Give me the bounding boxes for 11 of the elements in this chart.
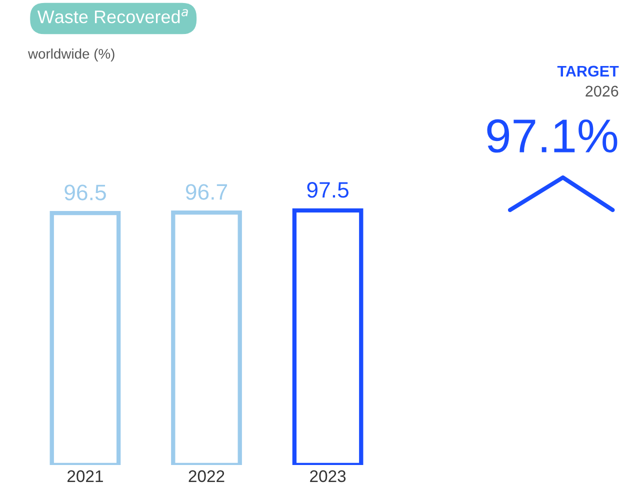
x-tick-label: 2022 xyxy=(188,470,224,482)
data-label: 96.7 xyxy=(186,184,228,200)
text: TARGET xyxy=(557,66,619,77)
chart-title: Waste Recovered$^{a}$ xyxy=(37,9,188,24)
data-label: 96.5 xyxy=(64,184,106,200)
text: 2026 xyxy=(586,86,618,97)
text: 97.1% xyxy=(487,119,618,153)
data-label: 97.5 xyxy=(307,182,348,198)
x-tick-label: 2021 xyxy=(68,470,103,482)
chart-subtitle: worldwide (%) xyxy=(28,48,114,62)
x-tick-label: 2023 xyxy=(310,470,346,482)
